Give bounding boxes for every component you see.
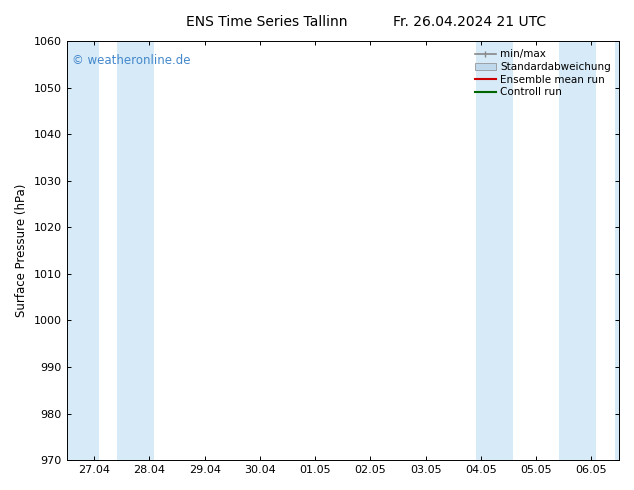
Bar xyxy=(559,41,596,460)
Text: ENS Time Series Tallinn: ENS Time Series Tallinn xyxy=(186,15,347,29)
Legend: min/max, Standardabweichung, Ensemble mean run, Controll run: min/max, Standardabweichung, Ensemble me… xyxy=(472,46,614,100)
Bar xyxy=(67,41,98,460)
Bar xyxy=(614,41,619,460)
Text: © weatheronline.de: © weatheronline.de xyxy=(72,53,191,67)
Text: Fr. 26.04.2024 21 UTC: Fr. 26.04.2024 21 UTC xyxy=(392,15,546,29)
Bar xyxy=(117,41,154,460)
Bar xyxy=(477,41,513,460)
Y-axis label: Surface Pressure (hPa): Surface Pressure (hPa) xyxy=(15,184,28,318)
